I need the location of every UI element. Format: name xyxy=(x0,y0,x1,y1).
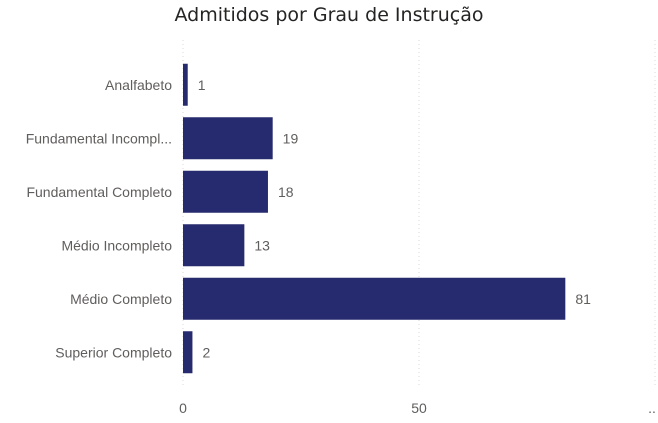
data-label-4: 81 xyxy=(575,291,591,307)
bar-4[interactable] xyxy=(183,277,566,320)
category-label-4: Médio Completo xyxy=(70,291,172,307)
category-label-0: Analfabeto xyxy=(105,77,172,93)
data-label-2: 18 xyxy=(278,184,294,200)
x-tick-label-2: .. xyxy=(648,400,656,416)
data-label-3: 13 xyxy=(254,237,270,253)
bar-3[interactable] xyxy=(183,224,245,267)
category-label-2: Fundamental Completo xyxy=(26,184,172,200)
bar-5[interactable] xyxy=(183,331,193,374)
data-label-0: 1 xyxy=(198,77,206,93)
x-tick-label-1: 50 xyxy=(411,400,427,416)
bar-2[interactable] xyxy=(183,170,268,213)
data-label-5: 2 xyxy=(202,344,210,360)
category-label-5: Superior Completo xyxy=(55,344,172,360)
bar-0[interactable] xyxy=(183,63,188,106)
category-label-3: Médio Incompleto xyxy=(61,237,172,253)
category-label-1: Fundamental Incompl... xyxy=(26,130,172,146)
data-label-1: 19 xyxy=(283,130,299,146)
bar-1[interactable] xyxy=(183,117,273,160)
x-tick-label-0: 0 xyxy=(179,400,187,416)
chart-title: Admitidos por Grau de Instrução xyxy=(174,4,484,26)
